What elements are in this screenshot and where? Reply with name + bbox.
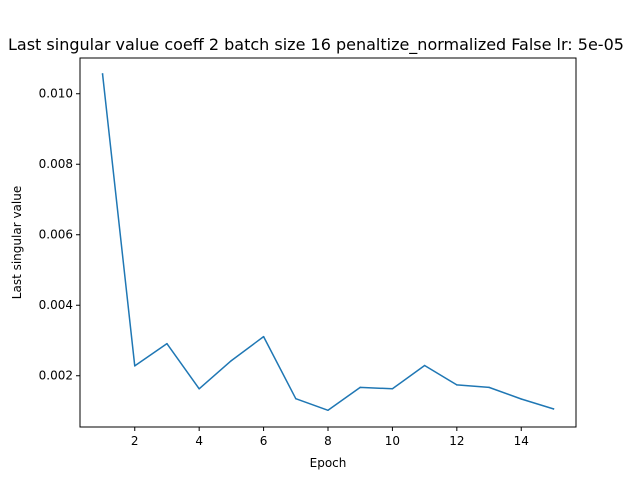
data-point <box>391 388 394 390</box>
x-tick-label: 2 <box>131 434 139 448</box>
x-tick-label: 4 <box>195 434 203 448</box>
x-tick-label: 8 <box>324 434 332 448</box>
x-tick-label: 10 <box>385 434 400 448</box>
data-point <box>262 335 265 338</box>
x-tick-label: 14 <box>514 434 529 448</box>
x-tick-label: 6 <box>260 434 268 448</box>
data-point <box>295 397 297 400</box>
series-layer <box>101 73 555 412</box>
data-point <box>198 388 200 390</box>
data-point <box>101 73 104 75</box>
x-tick-label: 12 <box>449 434 464 448</box>
data-point <box>423 364 426 367</box>
data-point <box>520 398 522 400</box>
chart-title: Last singular value coeff 2 batch size 1… <box>8 35 624 55</box>
data-point <box>327 409 329 412</box>
data-point <box>552 408 555 410</box>
x-axis-label: Epoch <box>310 456 347 470</box>
data-point <box>456 384 458 386</box>
data-point <box>166 342 168 345</box>
y-tick-label: 0.006 <box>39 228 73 242</box>
plot-area <box>80 58 576 427</box>
data-point <box>359 386 361 389</box>
y-tick-label: 0.008 <box>39 157 73 171</box>
data-point <box>134 365 136 367</box>
y-axis-label: Last singular value <box>10 186 24 299</box>
tick-layer: 2 4 6 8 10 12 14 0.002 0.004 0.006 0.008 0.010 <box>39 87 529 448</box>
data-point <box>230 359 233 362</box>
plot-frame <box>79 57 577 428</box>
data-point <box>488 386 490 389</box>
y-tick-label: 0.004 <box>39 298 73 312</box>
y-tick-label: 0.002 <box>39 369 73 383</box>
y-tick-label: 0.010 <box>39 87 73 101</box>
